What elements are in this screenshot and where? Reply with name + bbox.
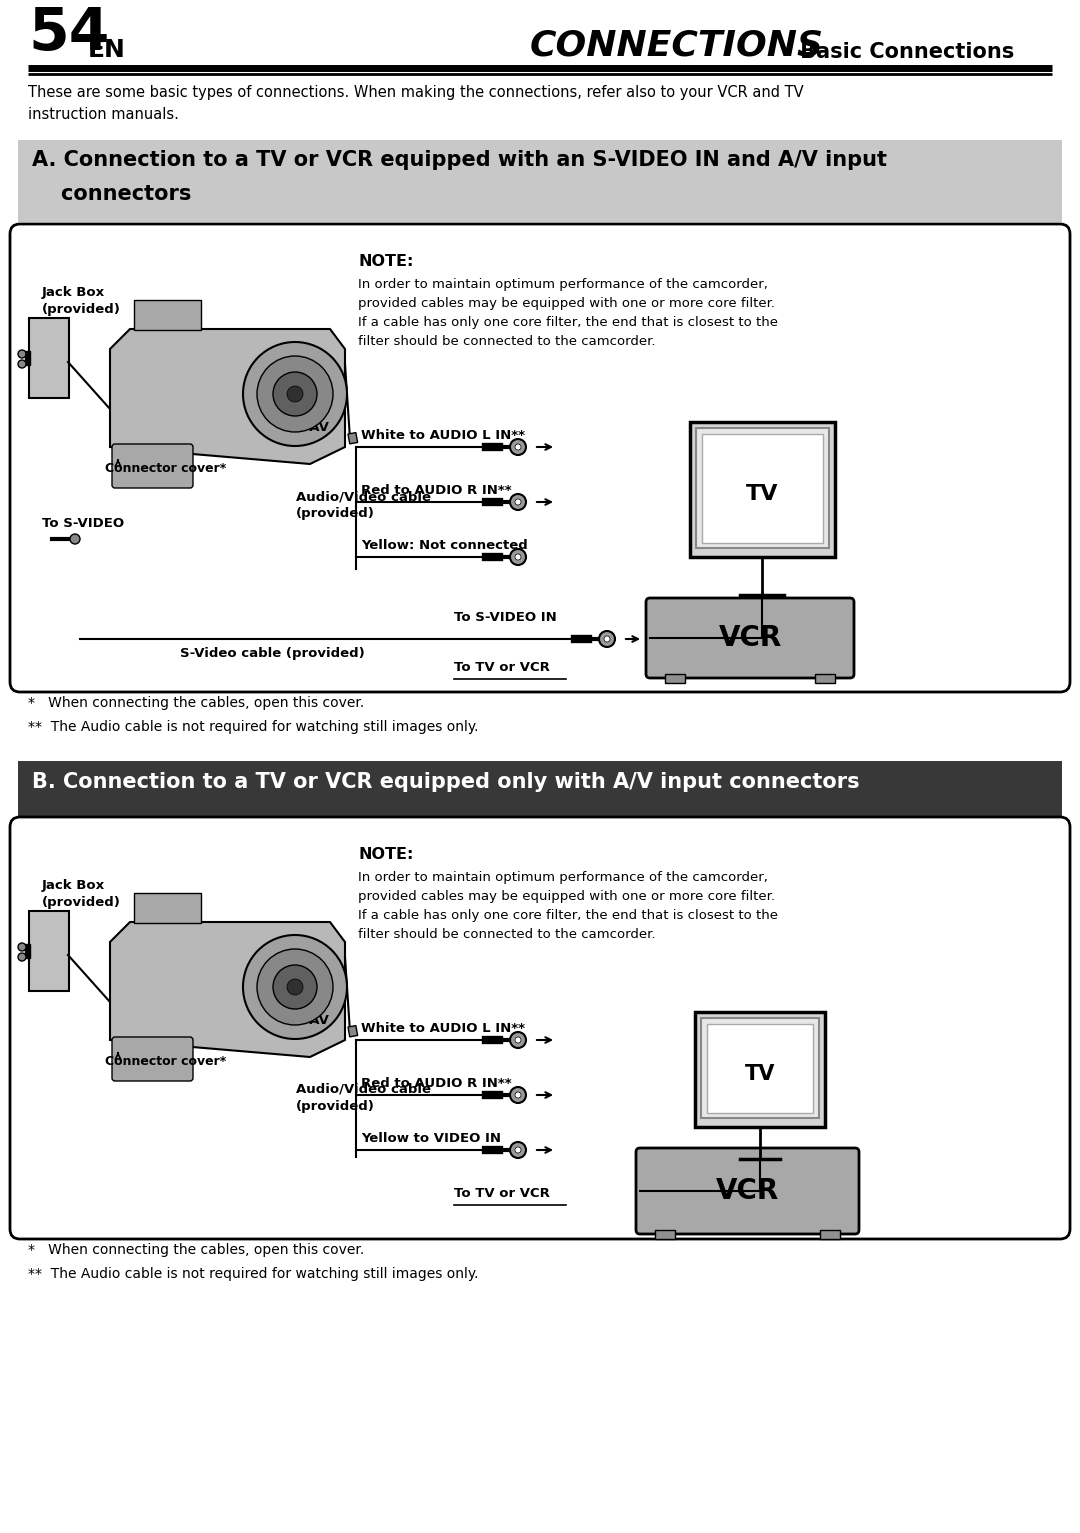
Text: VCR: VCR xyxy=(716,1177,779,1205)
FancyBboxPatch shape xyxy=(636,1148,859,1234)
Text: NOTE:: NOTE: xyxy=(357,848,414,862)
FancyBboxPatch shape xyxy=(29,317,69,399)
Circle shape xyxy=(243,342,347,446)
Text: Red to AUDIO R IN**: Red to AUDIO R IN** xyxy=(361,1078,512,1090)
Polygon shape xyxy=(110,921,345,1056)
Bar xyxy=(820,1229,840,1239)
Circle shape xyxy=(515,553,521,560)
Text: To TV or VCR: To TV or VCR xyxy=(454,1187,550,1200)
Text: White to AUDIO L IN**: White to AUDIO L IN** xyxy=(361,1023,525,1035)
Text: **  The Audio cable is not required for watching still images only.: ** The Audio cable is not required for w… xyxy=(28,721,478,734)
FancyBboxPatch shape xyxy=(29,911,69,990)
Text: *   When connecting the cables, open this cover.: * When connecting the cables, open this … xyxy=(28,1243,364,1257)
Text: Connector cover*: Connector cover* xyxy=(105,461,226,475)
FancyBboxPatch shape xyxy=(10,224,1070,691)
Text: *   When connecting the cables, open this cover.: * When connecting the cables, open this … xyxy=(28,696,364,710)
FancyBboxPatch shape xyxy=(701,1018,819,1118)
Text: A. Connection to a TV or VCR equipped with an S-VIDEO IN and A/V input: A. Connection to a TV or VCR equipped wi… xyxy=(32,150,887,170)
Text: S-Video cable (provided): S-Video cable (provided) xyxy=(180,647,365,661)
FancyBboxPatch shape xyxy=(696,428,829,547)
Text: Yellow to VIDEO IN: Yellow to VIDEO IN xyxy=(361,1131,501,1145)
Text: B. Connection to a TV or VCR equipped only with A/V input connectors: B. Connection to a TV or VCR equipped on… xyxy=(32,773,860,793)
Text: NOTE:: NOTE: xyxy=(357,254,414,268)
Circle shape xyxy=(18,350,26,359)
Text: To S-VIDEO: To S-VIDEO xyxy=(42,517,124,530)
Circle shape xyxy=(287,386,303,402)
Text: In order to maintain optimum performance of the camcorder,
provided cables may b: In order to maintain optimum performance… xyxy=(357,871,778,941)
Text: These are some basic types of connections. When making the connections, refer al: These are some basic types of connection… xyxy=(28,84,804,121)
Text: CONNECTIONS: CONNECTIONS xyxy=(530,28,824,61)
Text: TV: TV xyxy=(746,484,779,504)
Circle shape xyxy=(510,1142,526,1157)
Circle shape xyxy=(510,438,526,455)
Text: Basic Connections: Basic Connections xyxy=(793,41,1014,61)
Text: To AV: To AV xyxy=(288,422,329,434)
FancyBboxPatch shape xyxy=(18,140,1062,222)
Circle shape xyxy=(515,500,521,504)
FancyBboxPatch shape xyxy=(696,1012,825,1127)
Circle shape xyxy=(273,373,318,415)
Text: VCR: VCR xyxy=(718,624,782,652)
Circle shape xyxy=(515,1147,521,1153)
Text: Jack Box
(provided): Jack Box (provided) xyxy=(42,878,121,909)
Bar xyxy=(815,675,835,684)
Circle shape xyxy=(70,533,80,544)
Text: TV: TV xyxy=(745,1064,775,1084)
FancyBboxPatch shape xyxy=(18,760,1062,817)
Circle shape xyxy=(257,356,333,432)
Text: To AV: To AV xyxy=(288,1013,329,1027)
Circle shape xyxy=(18,943,26,950)
Text: White to AUDIO L IN**: White to AUDIO L IN** xyxy=(361,429,525,442)
FancyBboxPatch shape xyxy=(134,300,201,330)
Bar xyxy=(25,944,30,958)
Text: Yellow: Not connected: Yellow: Not connected xyxy=(361,540,528,552)
Bar xyxy=(654,1229,675,1239)
Circle shape xyxy=(287,980,303,995)
Text: To S-VIDEO IN: To S-VIDEO IN xyxy=(454,612,557,624)
Circle shape xyxy=(510,1032,526,1049)
Text: EN: EN xyxy=(87,38,126,61)
Bar xyxy=(25,351,30,365)
FancyBboxPatch shape xyxy=(702,434,823,543)
Text: Audio/Video cable
(provided): Audio/Video cable (provided) xyxy=(296,491,431,520)
FancyBboxPatch shape xyxy=(10,817,1070,1239)
FancyBboxPatch shape xyxy=(707,1024,813,1113)
Polygon shape xyxy=(110,330,345,464)
Circle shape xyxy=(510,549,526,566)
Circle shape xyxy=(510,1087,526,1104)
Circle shape xyxy=(515,1091,521,1098)
Bar xyxy=(348,432,357,445)
Text: Jack Box
(provided): Jack Box (provided) xyxy=(42,287,121,316)
Text: **  The Audio cable is not required for watching still images only.: ** The Audio cable is not required for w… xyxy=(28,1266,478,1282)
Circle shape xyxy=(18,360,26,368)
Circle shape xyxy=(243,935,347,1039)
Circle shape xyxy=(18,954,26,961)
Text: To TV or VCR: To TV or VCR xyxy=(454,661,550,675)
Circle shape xyxy=(604,636,610,642)
Circle shape xyxy=(515,1036,521,1042)
Circle shape xyxy=(257,949,333,1026)
Circle shape xyxy=(273,964,318,1009)
FancyBboxPatch shape xyxy=(112,445,193,487)
Text: Audio/Video cable
(provided): Audio/Video cable (provided) xyxy=(296,1082,431,1113)
Circle shape xyxy=(599,632,615,647)
Text: connectors: connectors xyxy=(32,184,191,204)
FancyBboxPatch shape xyxy=(646,598,854,678)
FancyBboxPatch shape xyxy=(690,422,835,556)
Text: 54: 54 xyxy=(28,5,109,61)
Text: Red to AUDIO R IN**: Red to AUDIO R IN** xyxy=(361,484,512,497)
Circle shape xyxy=(510,494,526,510)
Bar xyxy=(665,675,685,684)
Circle shape xyxy=(515,445,521,451)
Bar xyxy=(348,1026,357,1036)
Text: In order to maintain optimum performance of the camcorder,
provided cables may b: In order to maintain optimum performance… xyxy=(357,277,778,348)
FancyBboxPatch shape xyxy=(134,894,201,923)
Text: Connector cover*: Connector cover* xyxy=(105,1055,226,1069)
FancyBboxPatch shape xyxy=(112,1036,193,1081)
